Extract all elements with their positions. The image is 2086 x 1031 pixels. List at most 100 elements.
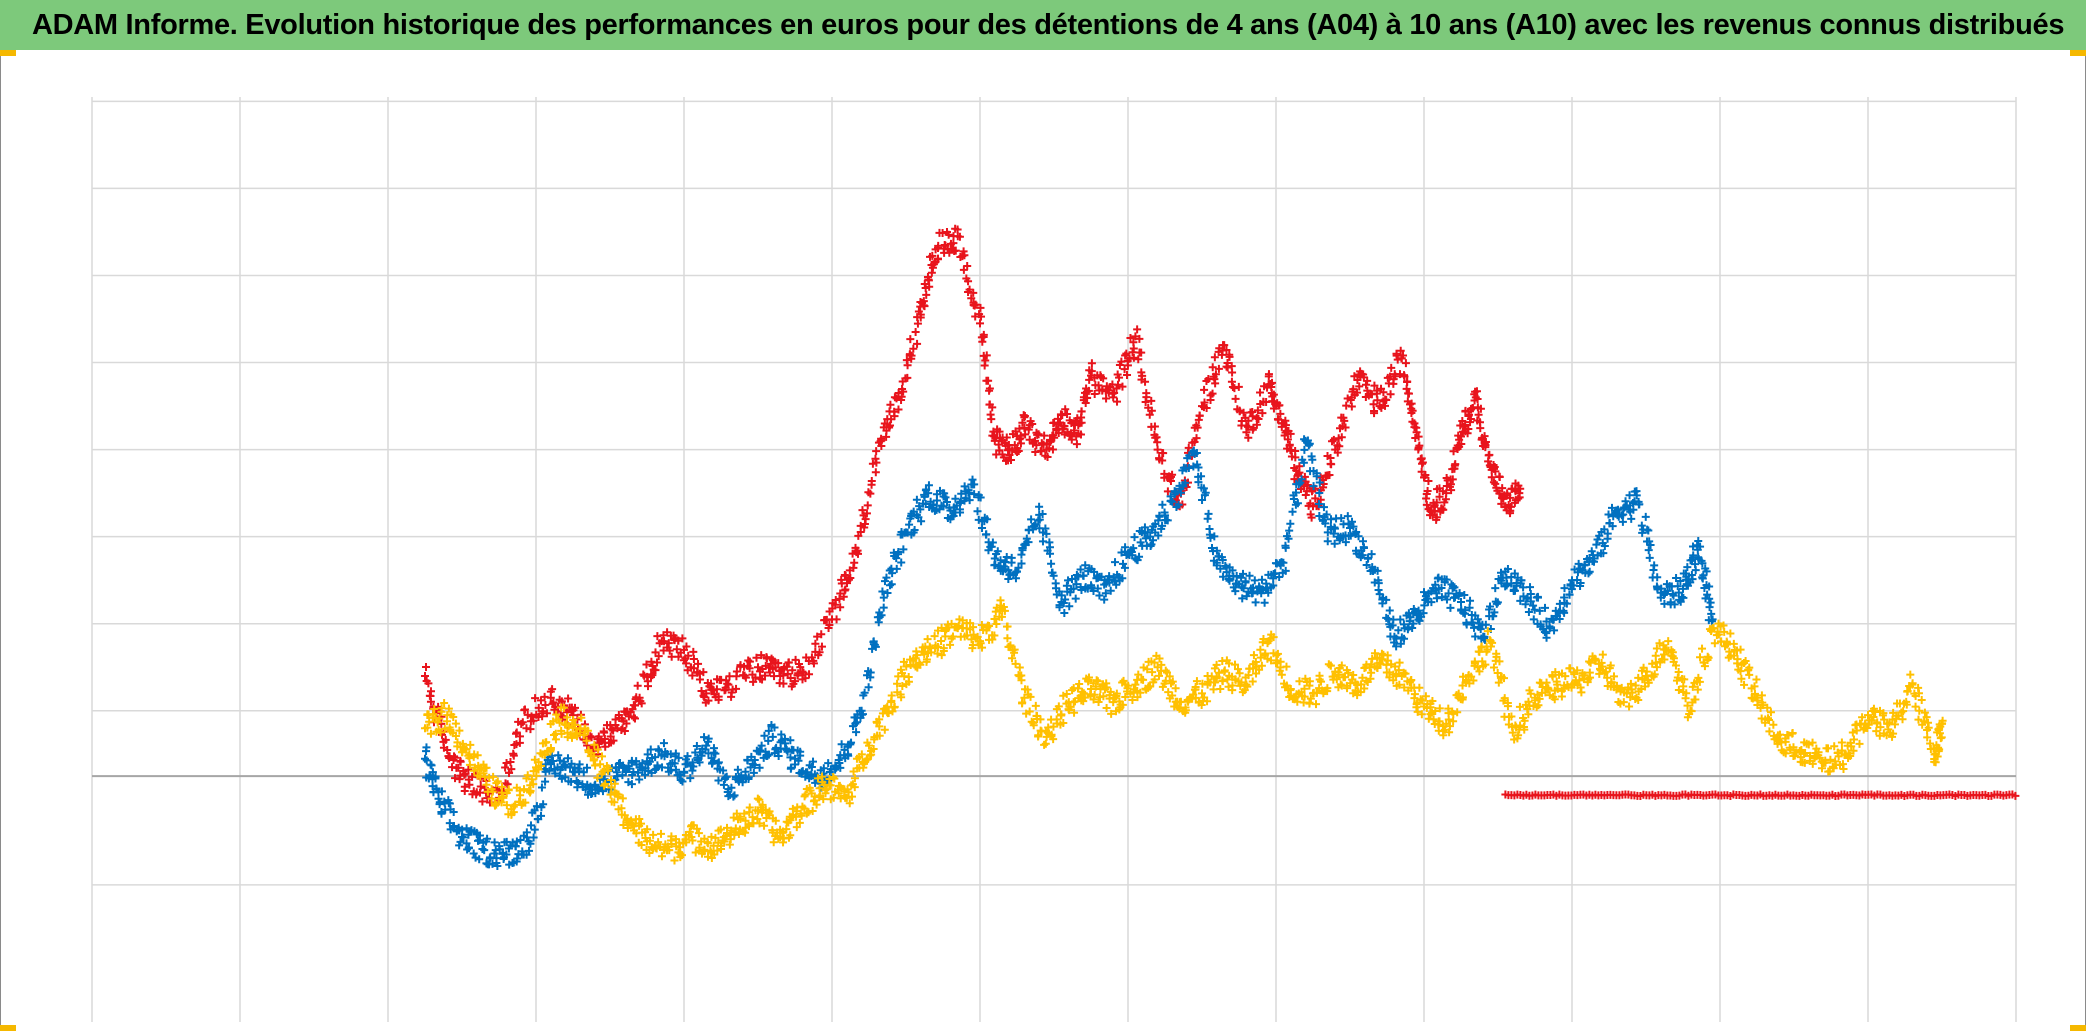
data-point-red: [461, 787, 469, 795]
data-point-blue: [1286, 520, 1294, 528]
data-point-yellow: [1216, 685, 1224, 693]
data-point-blue: [880, 604, 888, 612]
data-point-red: [912, 328, 920, 336]
data-point-red: [1327, 460, 1335, 468]
data-point-blue: [554, 751, 562, 759]
data-point-blue: [1035, 503, 1043, 511]
data-point-yellow: [494, 777, 502, 785]
data-point-blue: [711, 750, 719, 758]
data-point-blue: [480, 846, 488, 854]
data-point-blue: [1252, 598, 1260, 606]
data-point-blue: [1375, 586, 1383, 594]
data-point-yellow: [596, 760, 604, 768]
data-point-blue: [1627, 515, 1635, 523]
series-layer: [421, 225, 2019, 870]
data-point-blue: [878, 588, 886, 596]
data-point-yellow: [1938, 733, 1946, 741]
data-point-blue: [1638, 522, 1646, 530]
data-point-blue: [1433, 594, 1441, 602]
data-point-red: [1077, 408, 1085, 416]
data-point-red: [976, 319, 984, 327]
data-point-blue: [1653, 573, 1661, 581]
data-point-red: [906, 335, 914, 343]
data-point-blue: [969, 476, 977, 484]
data-point-blue: [1064, 576, 1072, 584]
data-point-red: [1113, 398, 1121, 406]
series-red_baseline: [1501, 791, 2019, 800]
data-point-blue: [1622, 497, 1630, 505]
data-point-yellow: [1664, 637, 1672, 645]
data-point-yellow: [1075, 680, 1083, 688]
data-point-yellow: [1057, 710, 1065, 718]
data-point-red: [1133, 325, 1141, 333]
data-point-red: [1232, 395, 1240, 403]
data-point-yellow: [619, 794, 627, 802]
data-point-blue: [1466, 597, 1474, 605]
data-point-blue: [1131, 533, 1139, 541]
data-point-blue: [1592, 541, 1600, 549]
data-point-yellow: [1765, 727, 1773, 735]
data-point-blue: [1543, 634, 1551, 642]
data-point-blue: [428, 761, 436, 769]
data-point-red: [872, 468, 880, 476]
data-point-yellow: [1003, 634, 1011, 642]
series-blue: [421, 435, 1717, 870]
data-point-red: [422, 663, 430, 671]
data-point-blue: [893, 565, 901, 573]
grid: [92, 97, 2016, 1022]
data-point-red: [1200, 386, 1208, 394]
data-point-yellow: [1625, 702, 1633, 710]
data-point-blue: [886, 581, 894, 589]
data-point-blue: [905, 521, 913, 529]
data-point-blue: [769, 733, 777, 741]
data-point-red: [864, 501, 872, 509]
scatter-chart: [0, 50, 2086, 1031]
data-point-blue: [1300, 446, 1308, 454]
data-point-blue: [421, 755, 429, 763]
data-point-red: [1235, 383, 1243, 391]
data-point-blue: [1111, 558, 1119, 566]
data-point-red: [886, 401, 894, 409]
data-point-blue: [1586, 568, 1594, 576]
data-point-blue: [1706, 603, 1714, 611]
data-point-blue: [1206, 525, 1214, 533]
data-point-yellow: [1698, 645, 1706, 653]
data-point-yellow: [1274, 650, 1282, 658]
data-point-blue: [715, 758, 723, 766]
data-point-blue: [423, 756, 431, 764]
data-point-yellow: [1856, 740, 1864, 748]
data-point-red: [1348, 402, 1356, 410]
data-point-blue: [1446, 604, 1454, 612]
data-point-blue: [1210, 532, 1218, 540]
chart-title-bar: ADAM Informe. Evolution historique des p…: [0, 0, 2086, 50]
data-point-yellow: [1752, 675, 1760, 683]
data-point-blue: [1526, 583, 1534, 591]
data-point-red: [987, 415, 995, 423]
data-point-red: [1196, 411, 1204, 419]
data-point-yellow: [591, 761, 599, 769]
data-point-red: [744, 656, 752, 664]
data-point-yellow: [1312, 700, 1320, 708]
data-point-blue: [1261, 599, 1269, 607]
data-point-red: [982, 377, 990, 385]
data-point-yellow: [1042, 740, 1050, 748]
data-point-red: [872, 447, 880, 455]
data-point-blue: [1491, 584, 1499, 592]
data-point-yellow: [1396, 659, 1404, 667]
data-point-red: [427, 687, 435, 695]
data-point-blue: [1650, 561, 1658, 569]
data-point-red: [1073, 440, 1081, 448]
data-point-blue: [1060, 609, 1068, 617]
data-point-yellow: [657, 830, 665, 838]
data-point-blue: [1072, 595, 1080, 603]
data-point-red: [634, 682, 642, 690]
data-point-yellow: [1236, 669, 1244, 677]
data-point-blue: [787, 765, 795, 773]
data-point-red: [644, 682, 652, 690]
data-point-blue: [1158, 501, 1166, 509]
chart-title: ADAM Informe. Evolution historique des p…: [32, 9, 2064, 42]
data-point-blue: [875, 618, 883, 626]
data-point-blue: [1646, 554, 1654, 562]
data-point-red: [1362, 381, 1370, 389]
data-point-red: [1040, 432, 1048, 440]
